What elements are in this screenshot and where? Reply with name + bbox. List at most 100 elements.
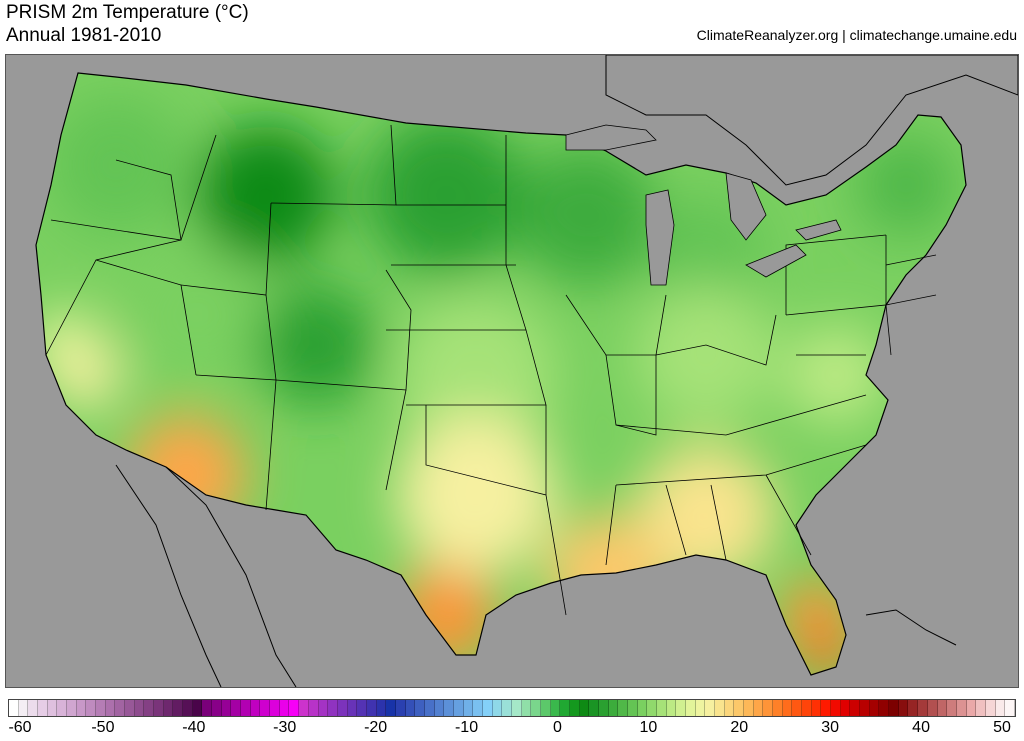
colorbar-swatch bbox=[889, 700, 899, 716]
colorbar-swatch bbox=[966, 700, 977, 716]
colorbar-swatch bbox=[415, 700, 425, 716]
colorbar-swatch bbox=[511, 700, 522, 716]
colorbar-swatch bbox=[715, 700, 725, 716]
colorbar-swatch bbox=[540, 700, 551, 716]
colorbar-swatch bbox=[308, 700, 319, 716]
colorbar-swatch bbox=[86, 700, 97, 716]
colorbar-swatch bbox=[279, 700, 290, 716]
colorbar-swatch bbox=[221, 700, 232, 716]
colorbar-swatch bbox=[995, 700, 1006, 716]
canada-land bbox=[605, 55, 1018, 186]
colorbar-tick-labels: -60 -50 -40 -30 -20 -10 0 10 20 30 40 50 bbox=[8, 719, 1016, 739]
colorbar-swatch bbox=[202, 700, 213, 716]
colorbar-swatch bbox=[879, 700, 890, 716]
colorbar-swatch bbox=[782, 700, 793, 716]
colorbar-swatch bbox=[531, 700, 541, 716]
colorbar-swatch bbox=[918, 700, 928, 716]
colorbar-swatch bbox=[492, 700, 503, 716]
colorbar-swatch bbox=[647, 700, 658, 716]
colorbar-tick-label: -20 bbox=[364, 719, 388, 736]
colorbar-swatch bbox=[724, 700, 735, 716]
colorbar-swatch bbox=[976, 700, 986, 716]
colorbar-swatch bbox=[898, 700, 909, 716]
colorbar-swatch bbox=[821, 700, 832, 716]
colorbar-swatch bbox=[463, 700, 474, 716]
colorbar-swatch bbox=[337, 700, 348, 716]
colorbar-swatch bbox=[376, 700, 387, 716]
colorbar-swatch bbox=[869, 700, 880, 716]
lake-erie bbox=[745, 244, 807, 278]
colorbar-swatch bbox=[76, 700, 87, 716]
temp-region-northern-rockies bbox=[196, 125, 336, 265]
colorbar-swatch bbox=[637, 700, 648, 716]
colorbar-swatch bbox=[773, 700, 783, 716]
colorbar-swatch bbox=[260, 700, 271, 716]
colorbar-swatch bbox=[608, 700, 619, 716]
colorbar-swatch bbox=[183, 700, 193, 716]
colorbar-swatch bbox=[328, 700, 338, 716]
colorbar-swatch bbox=[47, 700, 58, 716]
colorbar-swatch bbox=[270, 700, 280, 716]
lake-michigan bbox=[645, 189, 675, 286]
colorbar-swatch bbox=[163, 700, 174, 716]
colorbar-swatch bbox=[18, 700, 29, 716]
colorbar-swatch bbox=[840, 700, 851, 716]
colorbar-tick-label: 50 bbox=[993, 719, 1011, 736]
temp-region-northern-plains bbox=[366, 115, 526, 275]
colorbar-swatch bbox=[366, 700, 377, 716]
colorbar-swatch bbox=[695, 700, 706, 716]
baja-coastline bbox=[115, 464, 222, 687]
temp-region-pacific-northwest bbox=[46, 95, 186, 235]
colorbar-swatch bbox=[744, 700, 754, 716]
colorbar-swatch bbox=[173, 700, 184, 716]
temp-region-southeast bbox=[636, 445, 776, 585]
colorbar-swatch bbox=[618, 700, 628, 716]
colorbar-swatch bbox=[657, 700, 667, 716]
colorbar-tick-label: -30 bbox=[273, 719, 297, 736]
mexico-coastline bbox=[165, 466, 297, 687]
temp-region-central-valley bbox=[51, 340, 121, 410]
colorbar-swatch bbox=[705, 700, 716, 716]
colorbar-swatch bbox=[444, 700, 454, 716]
colorbar-swatch bbox=[144, 700, 155, 716]
colorbar-swatch bbox=[57, 700, 68, 716]
colorbar-swatch bbox=[105, 700, 116, 716]
colorbar-tick-label: -60 bbox=[8, 719, 32, 736]
colorbar-swatch bbox=[482, 700, 493, 716]
colorbar-tick-label: 40 bbox=[912, 719, 930, 736]
colorbar-swatch bbox=[115, 700, 126, 716]
map-svg bbox=[6, 55, 1018, 687]
colorbar-swatch bbox=[125, 700, 135, 716]
colorbar-swatch bbox=[154, 700, 164, 716]
colorbar-swatch bbox=[357, 700, 367, 716]
colorbar-swatch bbox=[453, 700, 464, 716]
source-credit: ClimateReanalyzer.org | climatechange.um… bbox=[696, 27, 1017, 43]
colorbar-swatch bbox=[763, 700, 774, 716]
colorbar-swatch bbox=[686, 700, 696, 716]
colorbar-swatch bbox=[927, 700, 938, 716]
colorbar-swatch bbox=[811, 700, 822, 716]
colorbar-swatch bbox=[250, 700, 261, 716]
colorbar-swatch bbox=[424, 700, 435, 716]
colorbar-swatch bbox=[96, 700, 106, 716]
temp-region-mid-atlantic bbox=[786, 325, 886, 425]
temp-region-great-basin bbox=[126, 245, 266, 385]
colorbar-tick-label: 20 bbox=[730, 719, 749, 736]
temperature-map bbox=[5, 54, 1019, 688]
colorbar-tick-label: 30 bbox=[821, 719, 840, 736]
colorbar-swatch bbox=[502, 700, 512, 716]
lake-huron bbox=[725, 172, 767, 241]
colorbar-tick-label: 0 bbox=[553, 719, 562, 736]
colorbar-swatch bbox=[956, 700, 967, 716]
temp-region-southern-plains bbox=[396, 415, 556, 575]
colorbar-swatch bbox=[318, 700, 329, 716]
colorbar-swatch bbox=[792, 700, 803, 716]
colorbar-swatch bbox=[850, 700, 861, 716]
temp-region-upper-midwest bbox=[516, 145, 656, 285]
colorbar-swatch bbox=[734, 700, 745, 716]
colorbar-swatch bbox=[947, 700, 957, 716]
map-subtitle: Annual 1981-2010 bbox=[6, 25, 162, 46]
colorbar-swatch bbox=[753, 700, 764, 716]
map-title: PRISM 2m Temperature (°C) bbox=[6, 2, 249, 23]
colorbar-swatch bbox=[579, 700, 590, 716]
